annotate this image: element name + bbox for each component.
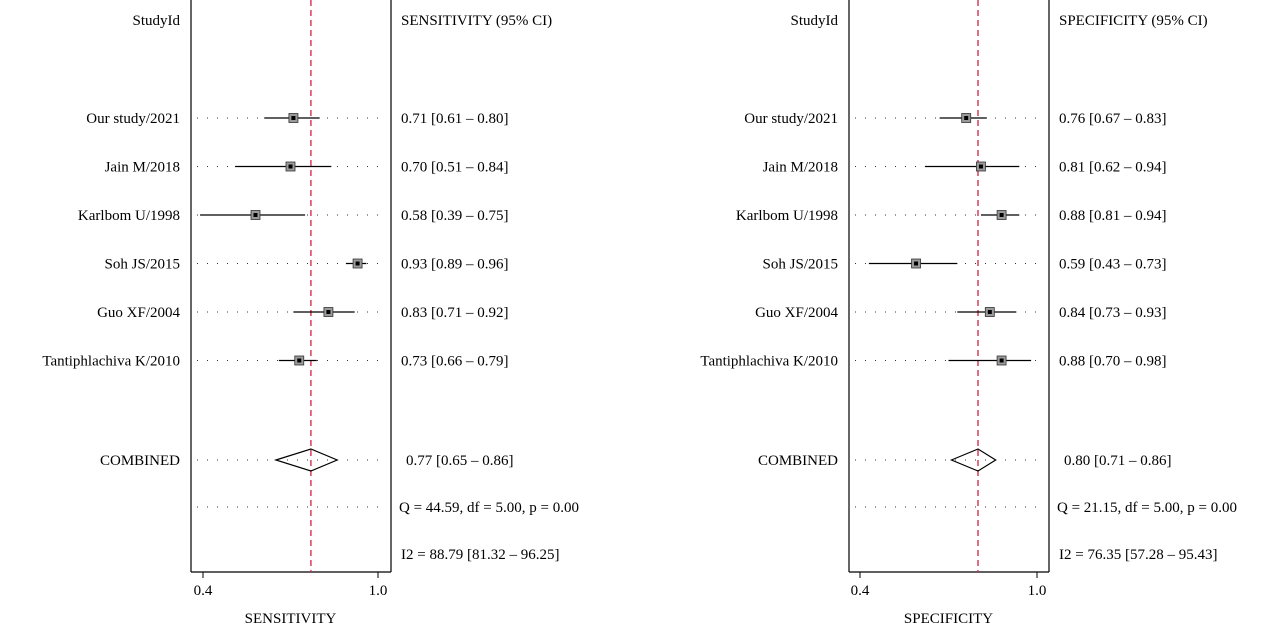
x-axis-label: SPECIFICITY: [904, 611, 993, 627]
study-label: Soh JS/2015: [763, 257, 838, 273]
study-ci-text: 0.88 [0.81 – 0.94]: [1059, 208, 1167, 224]
combined-diamond: [273, 448, 339, 472]
heterogeneity-i2-text: I2 = 76.35 [57.28 – 95.43]: [1059, 547, 1217, 563]
study-estimate-point: [999, 358, 1004, 363]
study-label: Our study/2021: [744, 111, 838, 127]
study-label: Jain M/2018: [763, 160, 838, 176]
study-estimate-point: [253, 213, 258, 217]
ci-header: SPECIFICITY (95% CI): [1059, 13, 1208, 29]
study-ci-text: 0.59 [0.43 – 0.73]: [1059, 257, 1167, 273]
study-estimate-point: [288, 164, 293, 169]
combined-label: COMBINED: [758, 453, 838, 469]
study-ci-text: 0.81 [0.62 – 0.94]: [1059, 160, 1167, 176]
ci-header: SENSITIVITY (95% CI): [401, 13, 552, 29]
x-tick-label: 0.4: [194, 583, 213, 599]
study-label: Guo XF/2004: [97, 305, 180, 321]
study-label: Jain M/2018: [105, 160, 180, 176]
x-axis-label: SENSITIVITY: [245, 611, 337, 627]
combined-label: COMBINED: [100, 453, 180, 469]
study-estimate-point: [999, 213, 1004, 217]
study-ci-text: 0.93 [0.89 – 0.96]: [401, 257, 509, 273]
study-estimate-point: [297, 358, 302, 363]
combined-diamond: [949, 448, 997, 472]
combined-ci-text: 0.77 [0.65 – 0.86]: [406, 453, 514, 469]
study-label: Karlbom U/1998: [736, 208, 838, 224]
study-ci-text: 0.58 [0.39 – 0.75]: [401, 208, 509, 224]
study-estimate-point: [964, 116, 969, 120]
heterogeneity-q-text: Q = 21.15, df = 5.00, p = 0.00: [1057, 500, 1237, 516]
study-ci-text: 0.76 [0.67 – 0.83]: [1059, 111, 1167, 127]
study-estimate-point: [355, 261, 360, 266]
study-estimate-point: [291, 116, 296, 120]
study-estimate-point: [987, 310, 992, 314]
study-ci-text: 0.88 [0.70 – 0.98]: [1059, 354, 1167, 370]
study-ci-text: 0.71 [0.61 – 0.80]: [401, 111, 509, 127]
study-label: Guo XF/2004: [755, 305, 838, 321]
x-tick-label: 1.0: [369, 583, 388, 599]
x-tick-label: 1.0: [1028, 583, 1047, 599]
study-label: Tantiphlachiva K/2010: [700, 354, 838, 370]
study-estimate-point: [978, 164, 983, 169]
study-estimate-point: [326, 310, 331, 314]
study-label: Our study/2021: [86, 111, 180, 127]
study-label: Soh JS/2015: [105, 257, 180, 273]
x-tick-label: 0.4: [851, 583, 870, 599]
study-header: StudyId: [790, 13, 838, 29]
study-ci-text: 0.73 [0.66 – 0.79]: [401, 354, 509, 370]
combined-ci-text: 0.80 [0.71 – 0.86]: [1064, 453, 1172, 469]
heterogeneity-i2-text: I2 = 88.79 [81.32 – 96.25]: [401, 547, 559, 563]
study-estimate-point: [914, 261, 919, 266]
heterogeneity-q-text: Q = 44.59, df = 5.00, p = 0.00: [399, 500, 579, 516]
study-ci-text: 0.84 [0.73 – 0.93]: [1059, 305, 1167, 321]
study-ci-text: 0.70 [0.51 – 0.84]: [401, 160, 509, 176]
study-label: Tantiphlachiva K/2010: [42, 354, 180, 370]
study-ci-text: 0.83 [0.71 – 0.92]: [401, 305, 509, 321]
study-label: Karlbom U/1998: [78, 208, 180, 224]
study-header: StudyId: [132, 13, 180, 29]
